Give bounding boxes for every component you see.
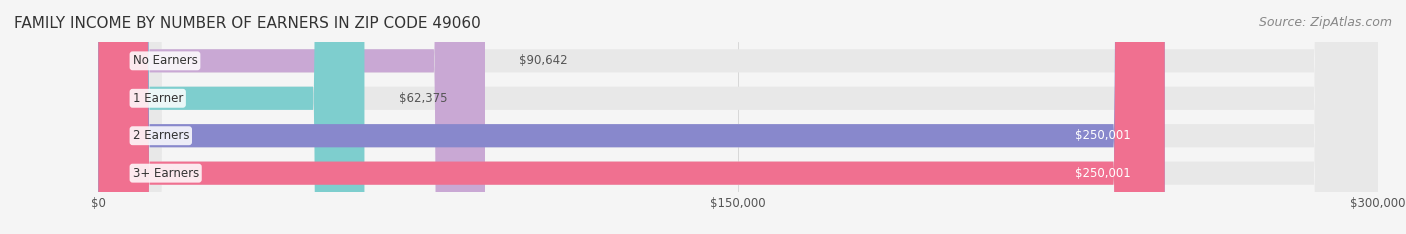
Text: $250,001: $250,001 bbox=[1074, 129, 1130, 142]
FancyBboxPatch shape bbox=[98, 0, 1378, 234]
Text: FAMILY INCOME BY NUMBER OF EARNERS IN ZIP CODE 49060: FAMILY INCOME BY NUMBER OF EARNERS IN ZI… bbox=[14, 16, 481, 31]
Text: No Earners: No Earners bbox=[132, 54, 197, 67]
Text: 3+ Earners: 3+ Earners bbox=[132, 167, 198, 180]
Text: 2 Earners: 2 Earners bbox=[132, 129, 188, 142]
FancyBboxPatch shape bbox=[98, 0, 1164, 234]
Text: Source: ZipAtlas.com: Source: ZipAtlas.com bbox=[1258, 16, 1392, 29]
FancyBboxPatch shape bbox=[98, 0, 364, 234]
FancyBboxPatch shape bbox=[98, 0, 1378, 234]
FancyBboxPatch shape bbox=[98, 0, 1164, 234]
Text: $250,001: $250,001 bbox=[1074, 167, 1130, 180]
FancyBboxPatch shape bbox=[98, 0, 485, 234]
Text: $90,642: $90,642 bbox=[519, 54, 568, 67]
FancyBboxPatch shape bbox=[98, 0, 1378, 234]
FancyBboxPatch shape bbox=[98, 0, 1378, 234]
Text: $62,375: $62,375 bbox=[398, 92, 447, 105]
Text: 1 Earner: 1 Earner bbox=[132, 92, 183, 105]
